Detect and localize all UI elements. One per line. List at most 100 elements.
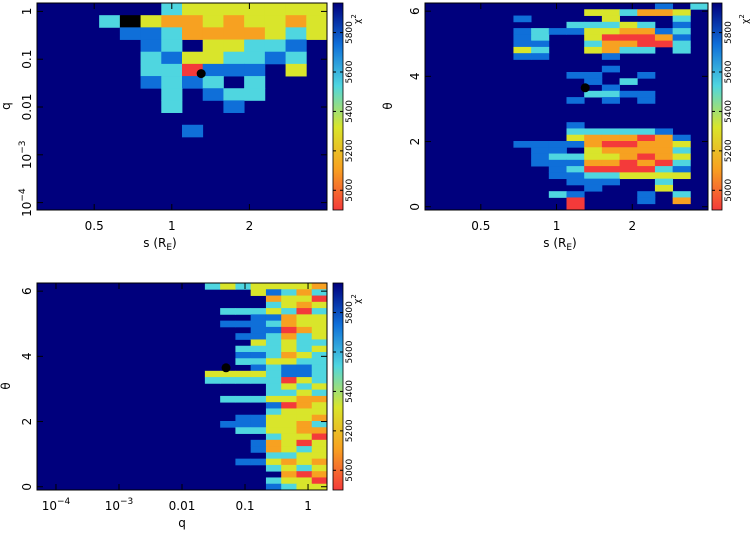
heatmap-cell (584, 141, 603, 148)
y-tick-label: 4 (408, 73, 422, 81)
heatmap-cell (296, 446, 313, 453)
heatmap-cell (566, 159, 585, 167)
colorbar-tick-label: 5800 (345, 301, 355, 324)
heatmap-cell (566, 141, 585, 148)
heatmap-cell (250, 320, 267, 328)
heatmap-cell (584, 153, 603, 161)
heatmap-cell (296, 301, 313, 309)
best-fit-marker (221, 363, 231, 373)
heatmap-cell (140, 51, 162, 65)
heatmap-cell (265, 483, 282, 490)
heatmap-cell (672, 153, 691, 161)
heatmap-cell (264, 27, 286, 40)
heatmap-cell (161, 15, 183, 28)
heatmap-cell (584, 134, 603, 142)
heatmap-cell (202, 15, 224, 28)
heatmap-cell (637, 97, 656, 104)
colorbar (332, 282, 344, 491)
heatmap-cell (311, 314, 327, 322)
heatmap-cell (202, 88, 224, 101)
heatmap-cell (140, 76, 162, 89)
heatmap-cell (265, 333, 282, 340)
heatmap-cell (281, 483, 297, 490)
heatmap-cell (264, 15, 286, 28)
heatmap-cell (161, 88, 183, 101)
heatmap-cell (296, 289, 313, 296)
heatmap-cells (513, 3, 708, 210)
heatmap-cell (619, 9, 638, 16)
heatmap-cell (672, 197, 691, 205)
heatmap-cell (654, 159, 674, 167)
heatmap-cell (235, 427, 252, 434)
heatmap-cell (281, 458, 297, 466)
heatmap-cell (235, 414, 252, 422)
heatmap-cell (296, 320, 313, 328)
heatmap-cell (637, 128, 656, 136)
heatmap-cell (285, 63, 307, 77)
heatmap-cell (296, 383, 313, 391)
plot-frame (36, 2, 328, 211)
heatmap-cell (235, 370, 252, 378)
heatmap-cell (296, 333, 313, 340)
heatmap-cell (250, 458, 267, 466)
heatmap-cell (250, 308, 267, 315)
heatmap-cell (637, 34, 656, 42)
heatmap-cell (654, 147, 674, 154)
colorbar-tick-label: 5200 (724, 139, 734, 162)
heatmap-cell (202, 63, 224, 77)
heatmap-cell (672, 191, 691, 198)
heatmap-cell (584, 78, 603, 85)
heatmap-cell (311, 446, 327, 453)
heatmap-cell (202, 76, 224, 89)
colorbar-label: χ2 (350, 294, 363, 304)
heatmap-cell (311, 370, 327, 378)
heatmap-cell (654, 128, 674, 136)
heatmap-cell (637, 172, 656, 180)
heatmap-cell (654, 40, 674, 48)
heatmap-cell (265, 414, 282, 422)
panel-s-vs-q: 0.5 1 2 1 0.1 0.01 10−3 10−4 s (RE) q 5000 5200 5400… (0, 2, 363, 253)
panel-q-vs-theta: 10−4 10−3 0.01 0.1 1 0 2 4 6 q θ 5000 5200 5400 5600 58… (0, 282, 363, 530)
y-tick-label: 6 (408, 7, 422, 15)
heatmap-cell (182, 124, 204, 138)
heatmap-cell (654, 153, 674, 161)
heatmap-cell (244, 3, 266, 16)
heatmap-cells (204, 283, 327, 490)
heatmap-cell (264, 39, 286, 53)
y-tick-label: 10−3 (18, 141, 34, 170)
y-tick-label: 6 (20, 287, 34, 295)
heatmap-cell (690, 3, 708, 10)
heatmap-cell (311, 364, 327, 372)
heatmap-cell (654, 3, 674, 10)
heatmap-cell (566, 197, 585, 205)
heatmap-cell (654, 141, 674, 148)
heatmap-cell (281, 402, 297, 409)
x-tick-label: 1 (304, 499, 312, 513)
heatmap-cell (672, 166, 691, 173)
heatmap-cell (548, 172, 567, 180)
y-tick-label: 4 (20, 353, 34, 361)
heatmap-cell (619, 78, 638, 85)
heatmap-cell (265, 289, 282, 296)
heatmap-cell (566, 21, 585, 29)
heatmap-cell (265, 389, 282, 397)
heatmap-cell (601, 15, 620, 23)
heatmap-cell (584, 159, 603, 167)
heatmap-cell (672, 141, 691, 148)
heatmap-cell (250, 326, 267, 334)
heatmap-cell (584, 9, 603, 16)
heatmap-cell (265, 308, 282, 315)
heatmap-cell (281, 427, 297, 434)
heatmap-cell (548, 159, 567, 167)
heatmap-cell (265, 408, 282, 416)
heatmap-cell (285, 39, 307, 53)
heatmap-cell (637, 197, 656, 205)
heatmap-cell (654, 9, 674, 16)
heatmap-cell (285, 3, 307, 16)
heatmap-cell (619, 21, 638, 29)
heatmap-cell (548, 166, 567, 173)
heatmap-cell (223, 15, 245, 28)
heatmap-cell (672, 46, 691, 54)
heatmap-cell (250, 352, 267, 359)
y-axis-label: q (0, 102, 13, 110)
